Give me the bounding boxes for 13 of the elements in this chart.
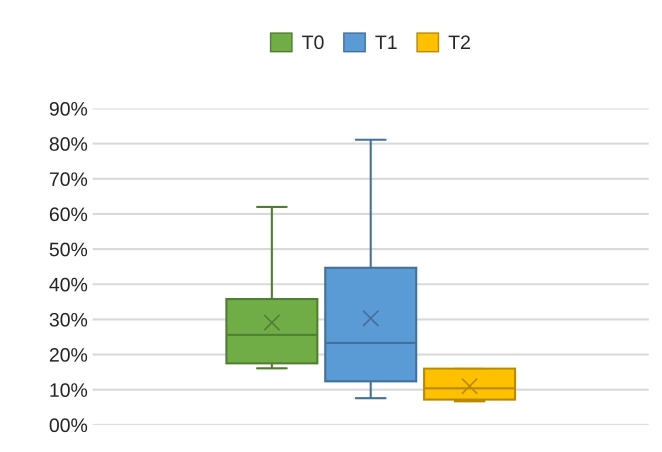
y-tick-label: 40% bbox=[49, 278, 88, 292]
legend-label: T2 bbox=[448, 35, 470, 49]
legend-label: T1 bbox=[375, 36, 397, 49]
y-tick-label: 70% bbox=[50, 172, 88, 186]
y-tick-label: 00% bbox=[50, 418, 88, 432]
y-tick-label: 90% bbox=[50, 102, 88, 116]
legend-label: T0 bbox=[302, 35, 324, 50]
y-tick-label: 20% bbox=[50, 348, 88, 362]
y-tick-label: 50% bbox=[50, 242, 88, 256]
y-tick-label: 30% bbox=[50, 312, 88, 327]
y-tick-label: 80% bbox=[50, 137, 88, 151]
y-tick-label: 10% bbox=[50, 383, 88, 397]
y-tick-label: 60% bbox=[50, 207, 88, 222]
